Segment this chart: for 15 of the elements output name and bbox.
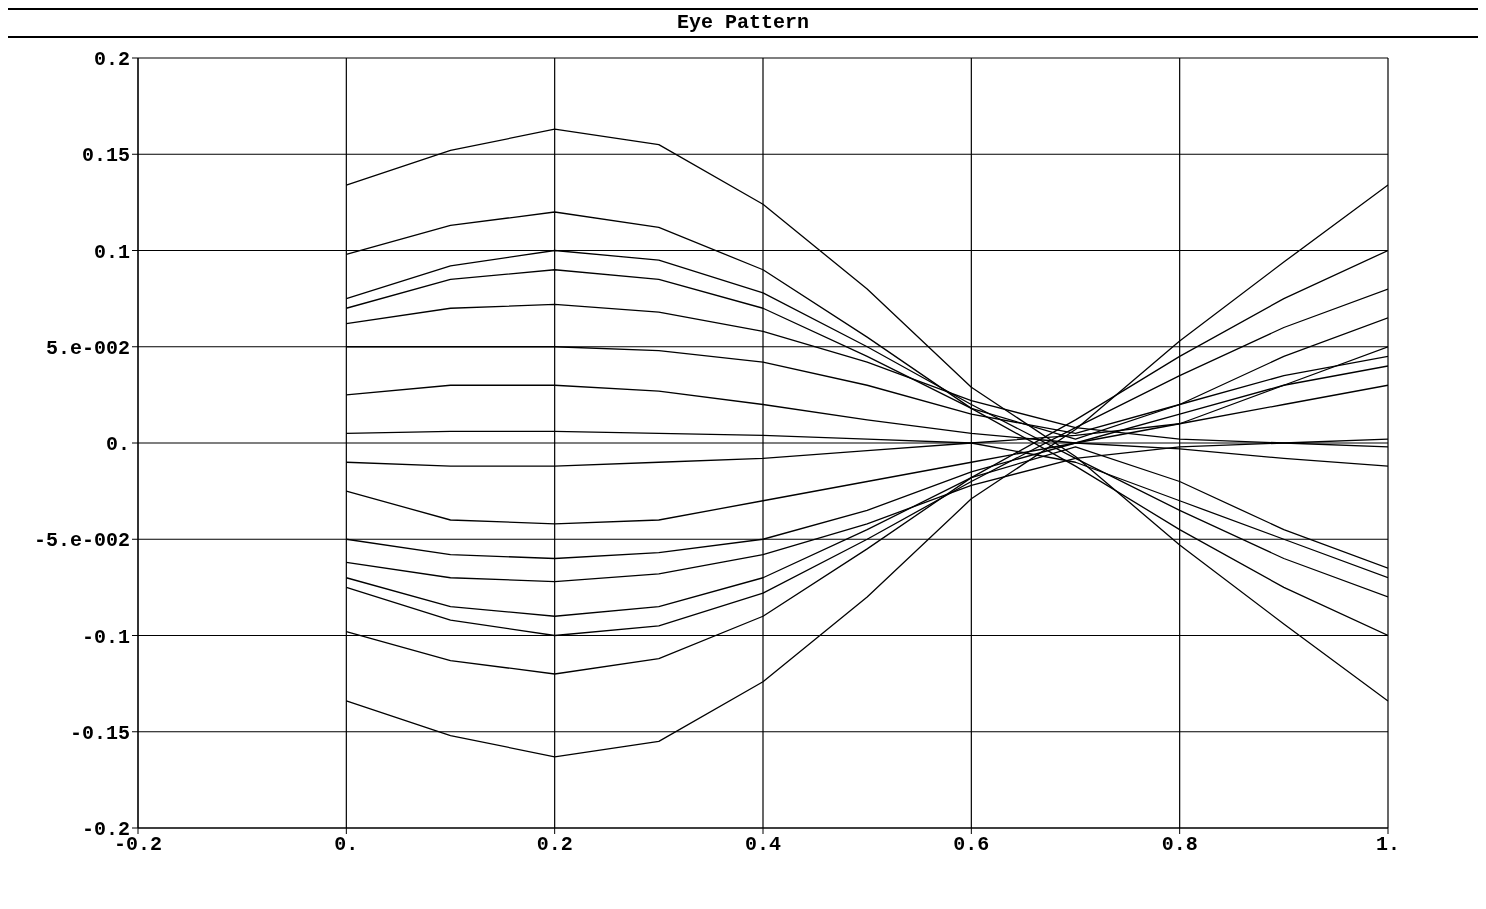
x-tick-label: 0.2 xyxy=(536,833,573,857)
chart-title: Eye Pattern xyxy=(8,8,1478,38)
x-tick-label: 0.8 xyxy=(1161,833,1198,857)
y-tick-label: 5.e-002 xyxy=(45,336,130,360)
y-tick-label: -5.e-002 xyxy=(33,529,130,553)
y-tick-label: -0.15 xyxy=(69,721,130,745)
x-tick-label: 1. xyxy=(1375,833,1401,857)
y-tick-label: 0.2 xyxy=(93,48,130,72)
x-tick-label: 0. xyxy=(334,833,359,857)
y-tick-label: -0.1 xyxy=(81,625,130,649)
y-tick-label: 0. xyxy=(105,433,130,457)
y-tick-label: 0.1 xyxy=(93,240,130,264)
y-tick-label: 0.15 xyxy=(81,144,130,168)
x-tick-label: 0.6 xyxy=(953,833,990,857)
x-tick-label: 0.4 xyxy=(744,833,782,857)
